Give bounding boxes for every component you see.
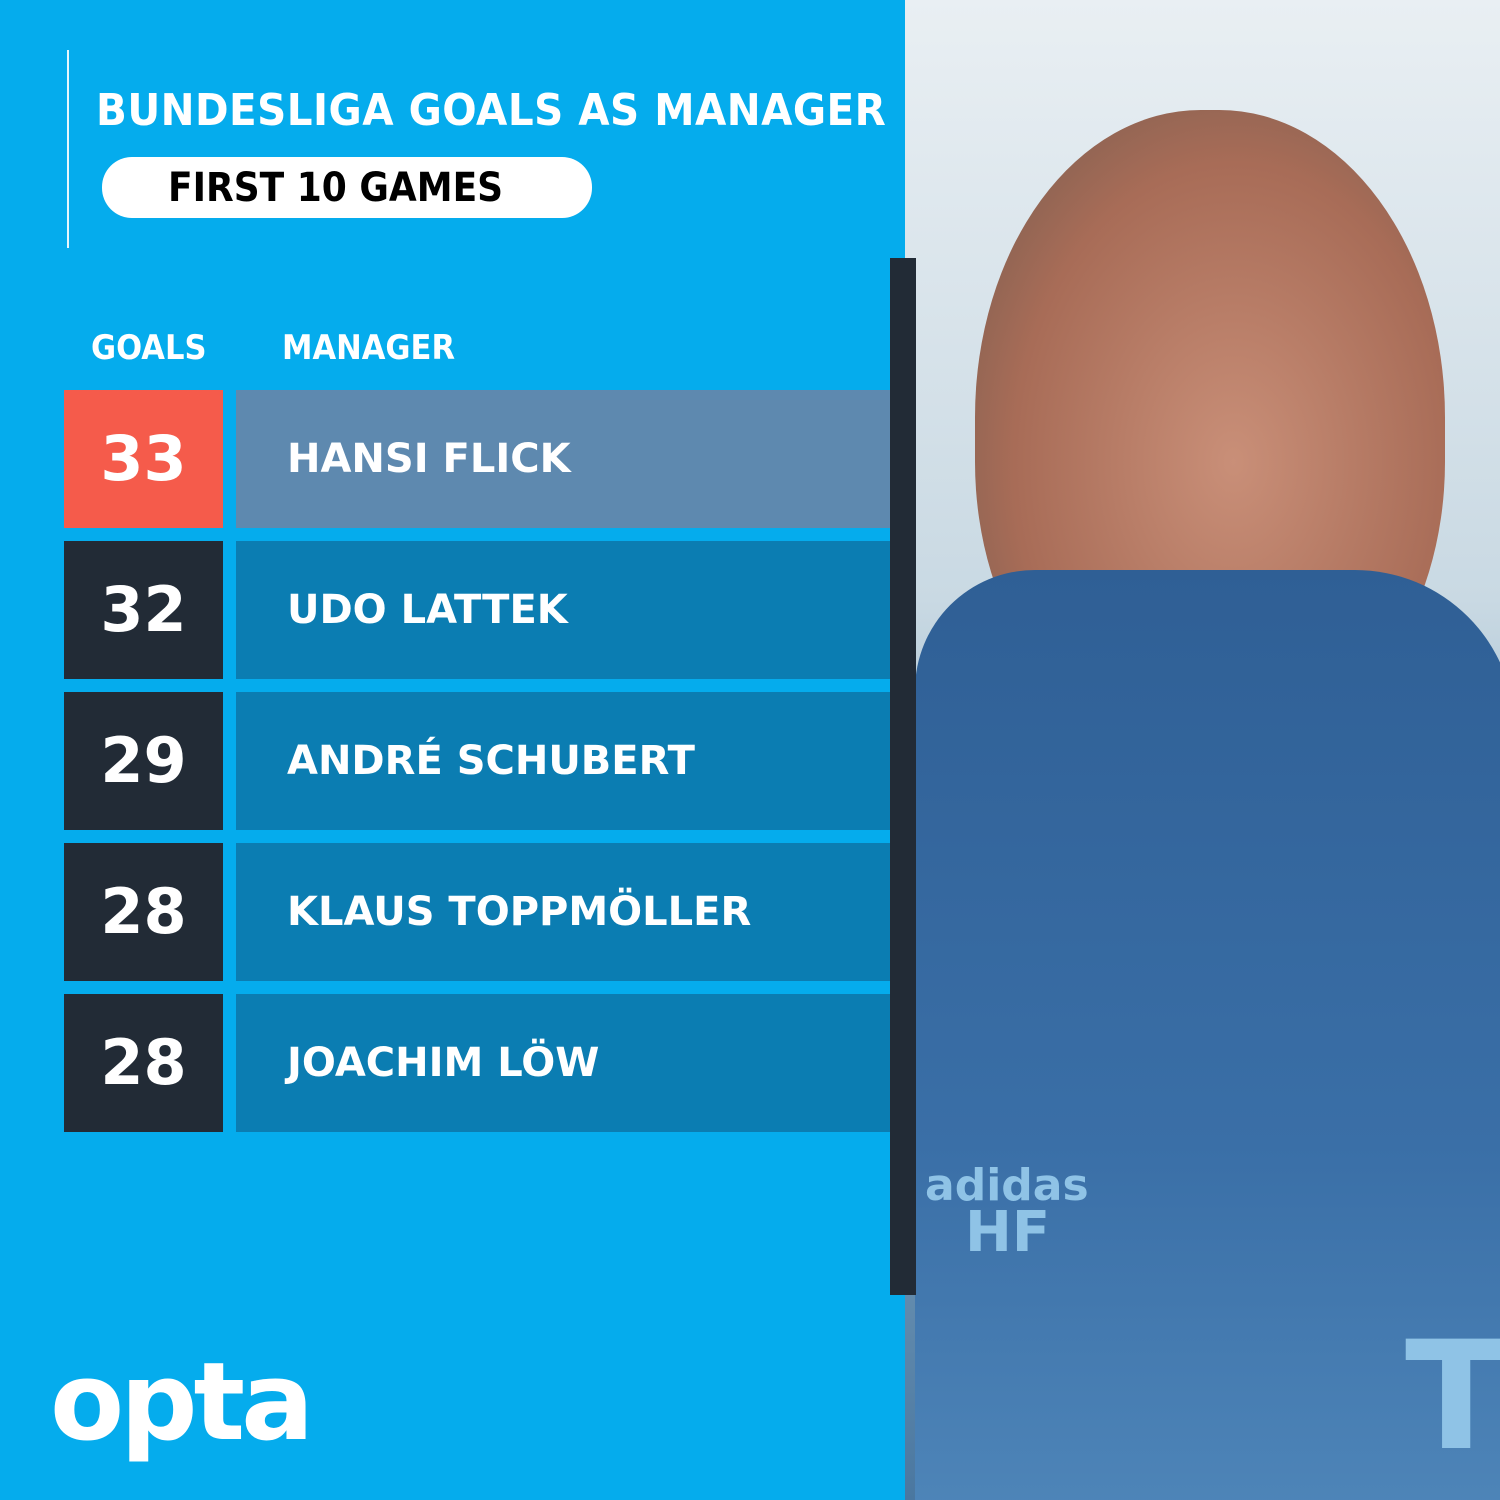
goals-value: 28 xyxy=(64,994,223,1132)
accent-divider xyxy=(67,50,69,248)
goals-value: 32 xyxy=(64,541,223,679)
jacket-initials: HF xyxy=(965,1200,1051,1265)
subtitle-pill: FIRST 10 GAMES xyxy=(102,157,592,218)
divider-bar xyxy=(890,258,916,1295)
table-row: 29 ANDRÉ SCHUBERT xyxy=(64,692,890,830)
table-row: 28 JOACHIM LÖW xyxy=(64,994,890,1132)
sponsor-logo: T xyxy=(1405,1310,1500,1484)
goals-header: GOALS xyxy=(91,328,207,368)
jacket-shape xyxy=(915,570,1500,1500)
manager-photo: adidas HF T xyxy=(905,0,1500,1500)
goals-value: 28 xyxy=(64,843,223,981)
manager-name: KLAUS TOPPMÖLLER xyxy=(236,843,890,981)
manager-name: UDO LATTEK xyxy=(236,541,890,679)
table-row: 28 KLAUS TOPPMÖLLER xyxy=(64,843,890,981)
manager-name: HANSI FLICK xyxy=(236,390,890,528)
chart-subtitle: FIRST 10 GAMES xyxy=(168,165,504,211)
jacket-brand: adidas xyxy=(925,1160,1089,1211)
infographic-panel: BUNDESLIGA GOALS AS MANAGER FIRST 10 GAM… xyxy=(50,50,890,1465)
manager-header: MANAGER xyxy=(282,328,456,368)
goals-value: 33 xyxy=(64,390,223,528)
manager-name: ANDRÉ SCHUBERT xyxy=(236,692,890,830)
opta-logo: opta xyxy=(50,1340,314,1465)
goals-value: 29 xyxy=(64,692,223,830)
chart-title: BUNDESLIGA GOALS AS MANAGER xyxy=(96,85,887,136)
manager-name: JOACHIM LÖW xyxy=(236,994,890,1132)
table-row: 32 UDO LATTEK xyxy=(64,541,890,679)
table-row: 33 HANSI FLICK xyxy=(64,390,890,528)
